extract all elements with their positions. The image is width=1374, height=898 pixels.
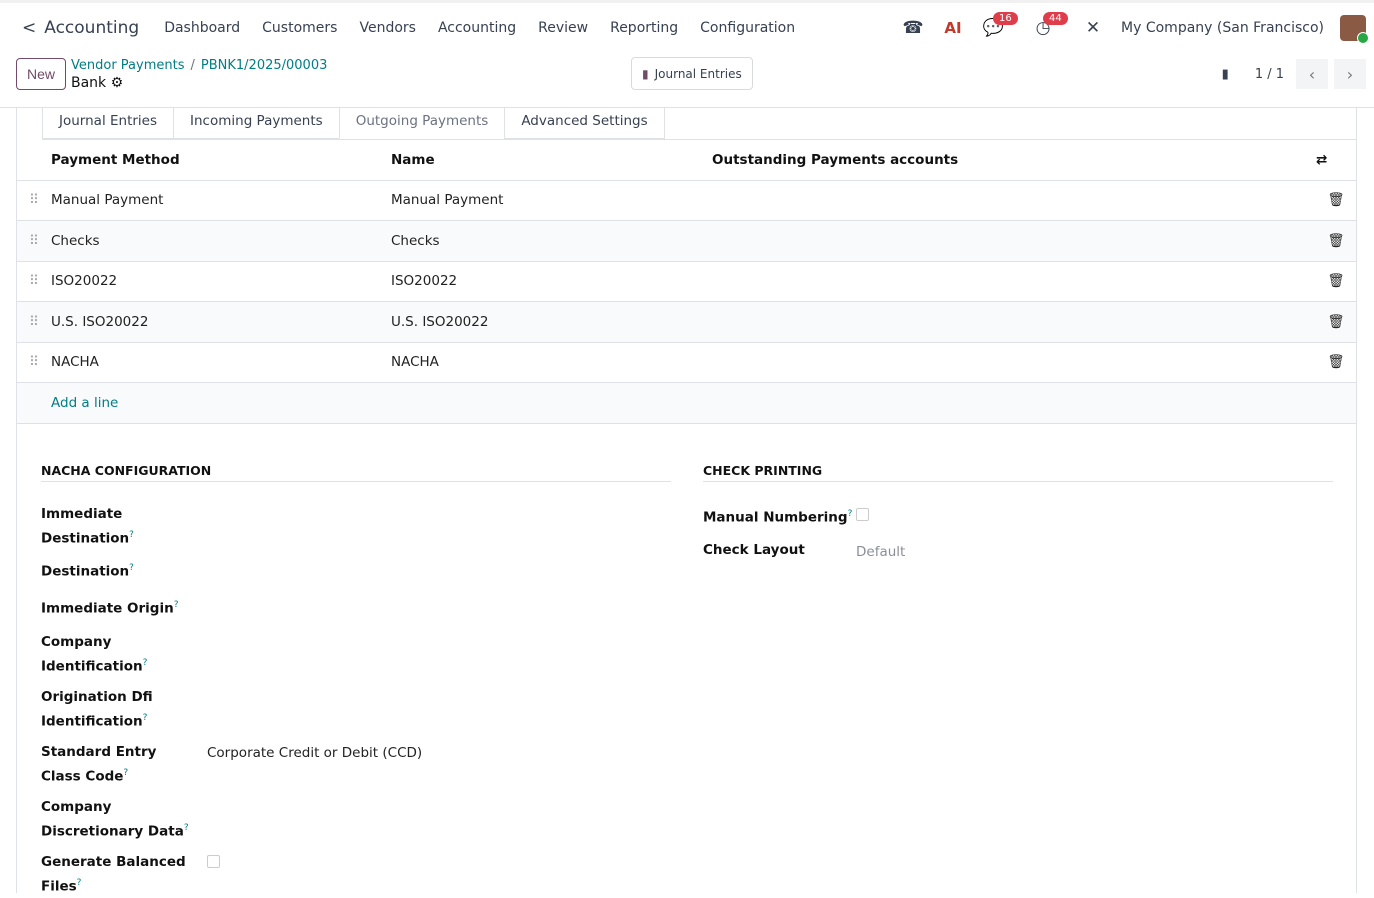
payment-method-cell[interactable]: U.S. ISO20022	[51, 301, 391, 343]
app-name: Accounting	[44, 17, 140, 38]
payment-methods-table: Payment Method Name Outstanding Payments…	[17, 140, 1356, 424]
drag-handle-icon[interactable]: ⠿	[17, 261, 51, 302]
table-row[interactable]: ⠿ Manual Payment Manual Payment 🗑	[17, 180, 1356, 221]
phone-icon[interactable]: ☎	[902, 18, 924, 38]
pager-value[interactable]: 1 / 1	[1254, 66, 1284, 82]
journal-entries-button[interactable]: ▮ Journal Entries	[631, 57, 753, 90]
payment-method-cell[interactable]: Checks	[51, 220, 391, 262]
messages-badge: 16	[993, 12, 1018, 25]
payment-method-cell[interactable]: Manual Payment	[51, 180, 391, 221]
drag-handle-icon[interactable]: ⠿	[17, 301, 51, 343]
app-home[interactable]: < Accounting	[22, 18, 139, 38]
pager-next[interactable]: ›	[1334, 59, 1366, 89]
company-switcher[interactable]: My Company (San Francisco)	[1121, 20, 1324, 36]
menu-configuration[interactable]: Configuration	[700, 19, 796, 36]
menu-reporting[interactable]: Reporting	[610, 19, 679, 36]
back-chevron-icon: <	[22, 17, 37, 38]
outstanding-account-cell[interactable]	[712, 261, 1316, 302]
check-layout-label: Check Layout	[703, 542, 805, 558]
avatar[interactable]	[1340, 15, 1369, 44]
manual-numbering-checkbox[interactable]	[856, 508, 869, 521]
payment-method-cell[interactable]: NACHA	[51, 342, 391, 383]
outstanding-account-cell[interactable]	[712, 301, 1316, 343]
name-cell[interactable]: Manual Payment	[391, 180, 712, 221]
menu-dashboard[interactable]: Dashboard	[164, 19, 241, 36]
manual-numbering-label: Manual Numbering?	[703, 509, 853, 526]
name-cell[interactable]: ISO20022	[391, 261, 712, 302]
new-button[interactable]: New	[16, 58, 67, 90]
nacha-field-label: Immediate Destination?	[41, 506, 134, 547]
table-row[interactable]: ⠿ NACHA NACHA 🗑	[17, 342, 1356, 383]
menu-review[interactable]: Review	[538, 19, 589, 36]
table-row[interactable]: ⠿ Checks Checks 🗑	[17, 220, 1356, 262]
delete-icon[interactable]: 🗑	[1316, 261, 1356, 302]
name-cell[interactable]: NACHA	[391, 342, 712, 383]
book-icon: ▮	[642, 66, 649, 81]
tab-outgoing-payments[interactable]: Outgoing Payments	[338, 108, 506, 139]
activities-icon[interactable]: ◷ 44	[1031, 12, 1068, 38]
breadcrumb: Vendor Payments / PBNK1/2025/00003	[71, 58, 328, 73]
messages-icon[interactable]: 💬 16	[981, 12, 1018, 38]
col-outstanding-accounts[interactable]: Outstanding Payments accounts	[712, 140, 1316, 181]
tab-advanced-settings[interactable]: Advanced Settings	[504, 108, 665, 139]
delete-icon[interactable]: 🗑	[1316, 180, 1356, 221]
col-name[interactable]: Name	[391, 140, 712, 181]
nacha-field-input[interactable]: Corporate Credit or Debit (CCD)	[207, 745, 423, 761]
nacha-field-label: Generate Balanced Files?	[41, 854, 186, 895]
nacha-field-label: Company Identification?	[41, 634, 148, 675]
outstanding-account-cell[interactable]	[712, 342, 1316, 383]
drag-handle-icon[interactable]: ⠿	[17, 220, 51, 262]
menu-accounting[interactable]: Accounting	[437, 19, 517, 36]
top-navbar: < Accounting Dashboard Customers Vendors …	[0, 0, 1374, 52]
nacha-field-label: Standard Entry Class Code?	[41, 744, 157, 785]
bookmark-icon[interactable]: ▮	[1221, 66, 1229, 82]
outstanding-account-cell[interactable]	[712, 180, 1316, 221]
menu-customers[interactable]: Customers	[262, 19, 338, 36]
delete-icon[interactable]: 🗑	[1316, 220, 1356, 262]
breadcrumb-payment[interactable]: PBNK1/2025/00003	[200, 58, 328, 73]
outstanding-account-cell[interactable]	[712, 220, 1316, 262]
drag-handle-icon[interactable]: ⠿	[17, 180, 51, 221]
nacha-field-label: Origination Dfi Identification?	[41, 689, 153, 730]
menu-vendors[interactable]: Vendors	[359, 19, 416, 36]
activities-badge: 44	[1043, 12, 1068, 25]
table-row[interactable]: ⠿ ISO20022 ISO20022 🗑	[17, 261, 1356, 302]
tab-journal-entries[interactable]: Journal Entries	[42, 108, 175, 139]
gear-icon[interactable]: ⚙	[110, 75, 124, 91]
nacha-field-label: Destination?	[41, 563, 134, 580]
nacha-section-title: NACHA CONFIGURATION	[41, 463, 671, 482]
drag-handle-icon[interactable]: ⠿	[17, 342, 51, 383]
name-cell[interactable]: U.S. ISO20022	[391, 301, 712, 343]
ai-icon[interactable]: AI	[944, 19, 962, 37]
add-line-link[interactable]: Add a line	[51, 382, 1356, 424]
optional-columns-icon[interactable]: ⇄	[1316, 151, 1328, 168]
check-section-title: CHECK PRINTING	[703, 463, 1333, 482]
tools-icon[interactable]: ✕	[1085, 18, 1101, 38]
check-layout-field[interactable]: Default	[856, 544, 906, 560]
nacha-field-label: Company Discretionary Data?	[41, 799, 189, 840]
col-payment-method[interactable]: Payment Method	[51, 140, 391, 181]
nacha-field-label: Immediate Origin?	[41, 600, 179, 617]
breadcrumb-vendor-payments[interactable]: Vendor Payments	[71, 58, 185, 73]
record-title: Bank	[71, 75, 107, 91]
table-row[interactable]: ⠿ U.S. ISO20022 U.S. ISO20022 🗑	[17, 301, 1356, 343]
form-sheet: Journal Entries Incoming Payments Outgoi…	[16, 108, 1357, 895]
name-cell[interactable]: Checks	[391, 220, 712, 262]
tab-incoming-payments[interactable]: Incoming Payments	[173, 108, 340, 139]
payment-method-cell[interactable]: ISO20022	[51, 261, 391, 302]
delete-icon[interactable]: 🗑	[1316, 342, 1356, 383]
delete-icon[interactable]: 🗑	[1316, 301, 1356, 343]
pager-previous[interactable]: ‹	[1296, 59, 1328, 89]
nacha-field-checkbox[interactable]	[207, 855, 220, 868]
control-panel: New Vendor Payments / PBNK1/2025/00003 Ban…	[0, 52, 1374, 108]
